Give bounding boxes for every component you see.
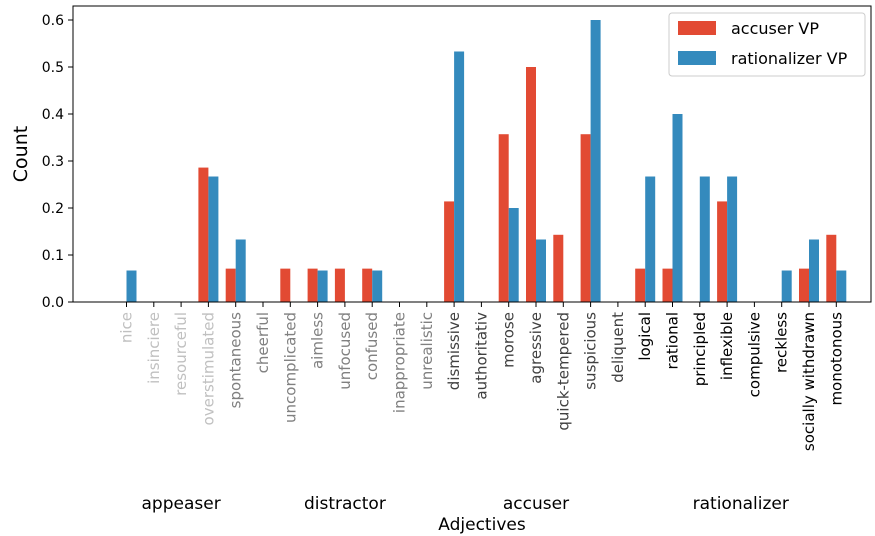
group-label-distractor: distractor bbox=[304, 494, 386, 514]
x-tick-label-unrealistic: unrealistic bbox=[418, 312, 436, 390]
legend-swatch-accuser bbox=[678, 21, 716, 35]
group-labels: appeaser distractor accuser rationalizer bbox=[142, 494, 789, 514]
x-tick-label-aimless: aimless bbox=[309, 312, 327, 369]
bar-accuser-morose bbox=[498, 134, 509, 302]
bar-accuser-dismissive bbox=[444, 201, 455, 302]
bar-rationalizer-aimless bbox=[317, 270, 328, 302]
bar-accuser-suspicious bbox=[580, 134, 591, 302]
x-tick-label-morose: morose bbox=[500, 312, 518, 368]
x-tick-label-logical: logical bbox=[636, 312, 654, 361]
bar-accuser-agressive bbox=[526, 67, 536, 302]
bar-accuser-rational bbox=[662, 268, 673, 302]
bar-rationalizer-reckless bbox=[781, 270, 792, 302]
plot-frame bbox=[72, 5, 872, 303]
legend-label-rationalizer: rationalizer VP bbox=[731, 49, 848, 68]
bar-accuser-quick-tempered bbox=[553, 234, 564, 302]
x-tick-label-spontaneous: spontaneous bbox=[227, 312, 245, 409]
x-tick-label-suspicious: suspicious bbox=[582, 312, 600, 390]
x-tick-label-quick-tempered: quick-tempered bbox=[554, 312, 572, 431]
y-axis: 0.0 0.1 0.2 0.3 0.4 0.5 0.6 bbox=[42, 13, 73, 311]
x-tick-label-inflexible: inflexible bbox=[718, 312, 736, 380]
x-tick-label-resourceful: resourceful bbox=[172, 312, 190, 396]
bar-accuser-inflexible bbox=[717, 201, 728, 302]
x-axis: nice insinciere resourceful overstimulated s… bbox=[118, 302, 845, 451]
x-tick-label-dismissive: dismissive bbox=[445, 312, 463, 390]
bar-rationalizer-principled bbox=[699, 176, 710, 302]
y-tick-label: 0.3 bbox=[42, 154, 64, 170]
y-tick-label: 0.4 bbox=[42, 107, 64, 123]
bar-rationalizer-suspicious bbox=[590, 20, 601, 302]
x-tick-label-socially-withdrawn: socially withdrawn bbox=[800, 312, 818, 451]
x-tick-label-authoritativ: authoritativ bbox=[472, 312, 490, 400]
legend-label-accuser: accuser VP bbox=[731, 19, 819, 38]
bars-layer bbox=[126, 20, 847, 302]
bar-accuser-unfocused bbox=[334, 268, 345, 302]
bar-rationalizer-logical bbox=[645, 176, 656, 302]
x-tick-label-unfocused: unfocused bbox=[336, 312, 354, 390]
y-tick-label: 0.6 bbox=[42, 13, 64, 29]
y-tick-label: 0.2 bbox=[42, 201, 64, 217]
x-tick-label-reckless: reckless bbox=[773, 312, 791, 373]
bar-rationalizer-rational bbox=[672, 114, 683, 302]
bar-rationalizer-confused bbox=[372, 270, 383, 302]
bar-rationalizer-overstimulated bbox=[208, 176, 219, 302]
group-label-rationalizer: rationalizer bbox=[693, 494, 789, 514]
x-tick-label-agressive: agressive bbox=[527, 312, 545, 384]
x-tick-label-overstimulated: overstimulated bbox=[199, 312, 217, 425]
bar-accuser-aimless bbox=[307, 268, 318, 302]
y-axis-title: Count bbox=[10, 126, 32, 182]
y-tick-label: 0.0 bbox=[42, 295, 64, 311]
bar-accuser-spontaneous bbox=[225, 268, 236, 302]
bar-rationalizer-spontaneous bbox=[235, 239, 246, 302]
x-axis-title: Adjectives bbox=[438, 515, 526, 535]
bar-accuser-uncomplicated bbox=[280, 268, 291, 302]
bar-rationalizer-socially-withdrawn bbox=[809, 239, 819, 302]
x-tick-label-rational: rational bbox=[664, 312, 682, 369]
x-tick-label-insinciere: insinciere bbox=[145, 312, 163, 384]
y-tick-label: 0.5 bbox=[42, 60, 64, 76]
bar-rationalizer-dismissive bbox=[454, 51, 465, 302]
group-label-accuser: accuser bbox=[503, 494, 569, 514]
legend-swatch-rationalizer bbox=[678, 51, 716, 65]
bar-accuser-monotonous bbox=[826, 234, 837, 302]
x-tick-label-uncomplicated: uncomplicated bbox=[281, 312, 299, 423]
bar-rationalizer-inflexible bbox=[727, 176, 738, 302]
x-tick-label-monotonous: monotonous bbox=[827, 312, 845, 406]
y-tick-label: 0.1 bbox=[42, 248, 64, 264]
x-tick-label-deliquent: deliquent bbox=[609, 312, 627, 383]
legend: accuser VP rationalizer VP bbox=[668, 12, 866, 77]
bar-rationalizer-morose bbox=[508, 208, 519, 302]
bar-accuser-confused bbox=[362, 268, 373, 302]
bar-rationalizer-monotonous bbox=[836, 270, 847, 302]
bar-accuser-socially-withdrawn bbox=[799, 268, 809, 302]
bar-rationalizer-nice bbox=[126, 270, 137, 302]
x-tick-label-confused: confused bbox=[363, 312, 381, 380]
bar-accuser-overstimulated bbox=[198, 167, 209, 302]
group-label-appeaser: appeaser bbox=[142, 494, 221, 514]
bar-accuser-logical bbox=[635, 268, 646, 302]
x-tick-label-nice: nice bbox=[118, 312, 136, 343]
legend-box bbox=[668, 12, 866, 77]
x-tick-label-inappropriate: inappropriate bbox=[391, 312, 409, 413]
x-tick-label-cheerful: cheerful bbox=[254, 312, 272, 373]
bar-rationalizer-agressive bbox=[536, 239, 546, 302]
x-tick-label-compulsive: compulsive bbox=[745, 312, 763, 397]
x-tick-label-principled: principled bbox=[691, 312, 709, 386]
